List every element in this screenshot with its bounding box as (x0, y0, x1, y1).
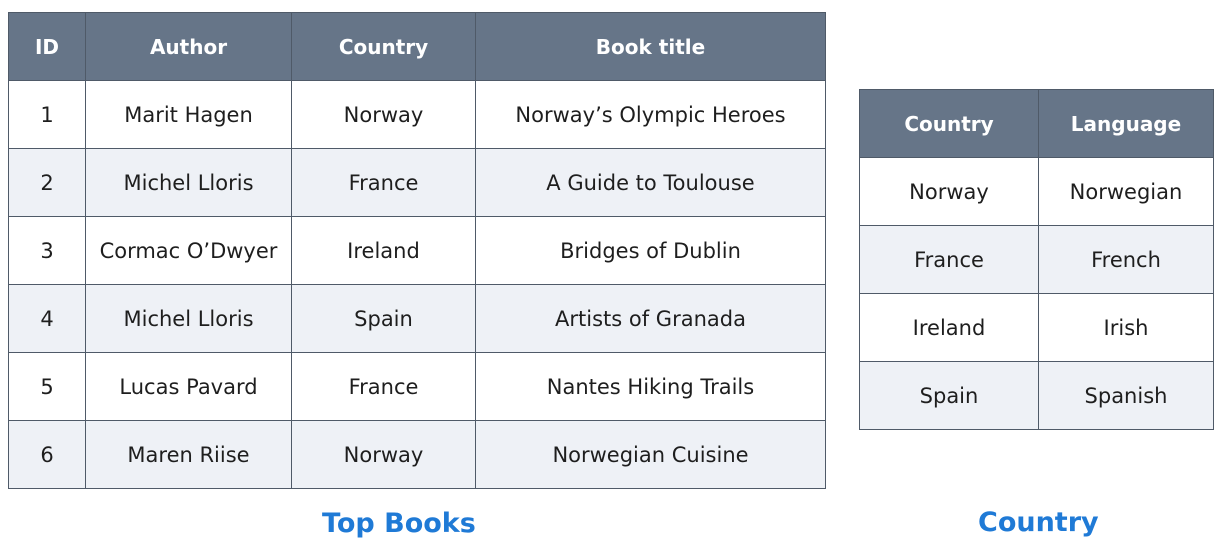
table-row: 6 Maren Riise Norway Norwegian Cuisine (8, 420, 826, 489)
cell-id: 5 (8, 352, 86, 421)
cell-language: Norwegian (1038, 157, 1214, 226)
country-caption: Country (978, 507, 1099, 538)
table-row: Ireland Irish (859, 293, 1214, 362)
table-row: France French (859, 225, 1214, 294)
header-language: Language (1038, 89, 1214, 158)
table-row: Norway Norwegian (859, 157, 1214, 226)
header-book-title: Book title (475, 12, 826, 81)
table-row: Spain Spanish (859, 361, 1214, 430)
country-table: Country Language Norway Norwegian France… (859, 89, 1214, 430)
top-books-table: ID Author Country Book title 1 Marit Hag… (8, 12, 826, 489)
top-books-caption: Top Books (322, 508, 476, 539)
cell-language: French (1038, 225, 1214, 294)
table-row: 1 Marit Hagen Norway Norway’s Olympic He… (8, 80, 826, 149)
cell-author: Michel Lloris (85, 284, 292, 353)
header-country: Country (291, 12, 476, 81)
cell-book-title: Bridges of Dublin (475, 216, 826, 285)
cell-author: Lucas Pavard (85, 352, 292, 421)
cell-country: France (291, 352, 476, 421)
cell-id: 3 (8, 216, 86, 285)
table-header-row: Country Language (859, 89, 1214, 158)
cell-book-title: A Guide to Toulouse (475, 148, 826, 217)
cell-id: 2 (8, 148, 86, 217)
cell-book-title: Artists of Granada (475, 284, 826, 353)
cell-language: Irish (1038, 293, 1214, 362)
table-row: 4 Michel Lloris Spain Artists of Granada (8, 284, 826, 353)
table-row: 5 Lucas Pavard France Nantes Hiking Trai… (8, 352, 826, 421)
cell-country: Spain (291, 284, 476, 353)
cell-author: Maren Riise (85, 420, 292, 489)
table-row: 2 Michel Lloris France A Guide to Toulou… (8, 148, 826, 217)
cell-id: 1 (8, 80, 86, 149)
table-header-row: ID Author Country Book title (8, 12, 826, 81)
cell-country: Norway (291, 80, 476, 149)
cell-country: France (291, 148, 476, 217)
cell-book-title: Nantes Hiking Trails (475, 352, 826, 421)
cell-book-title: Norwegian Cuisine (475, 420, 826, 489)
cell-id: 6 (8, 420, 86, 489)
header-id: ID (8, 12, 86, 81)
header-country: Country (859, 89, 1039, 158)
table-row: 3 Cormac O’Dwyer Ireland Bridges of Dubl… (8, 216, 826, 285)
cell-country: Spain (859, 361, 1039, 430)
cell-id: 4 (8, 284, 86, 353)
cell-country: Ireland (291, 216, 476, 285)
cell-author: Michel Lloris (85, 148, 292, 217)
cell-country: Ireland (859, 293, 1039, 362)
cell-author: Cormac O’Dwyer (85, 216, 292, 285)
cell-country: France (859, 225, 1039, 294)
cell-country: Norway (859, 157, 1039, 226)
cell-language: Spanish (1038, 361, 1214, 430)
cell-author: Marit Hagen (85, 80, 292, 149)
cell-country: Norway (291, 420, 476, 489)
header-author: Author (85, 12, 292, 81)
cell-book-title: Norway’s Olympic Heroes (475, 80, 826, 149)
